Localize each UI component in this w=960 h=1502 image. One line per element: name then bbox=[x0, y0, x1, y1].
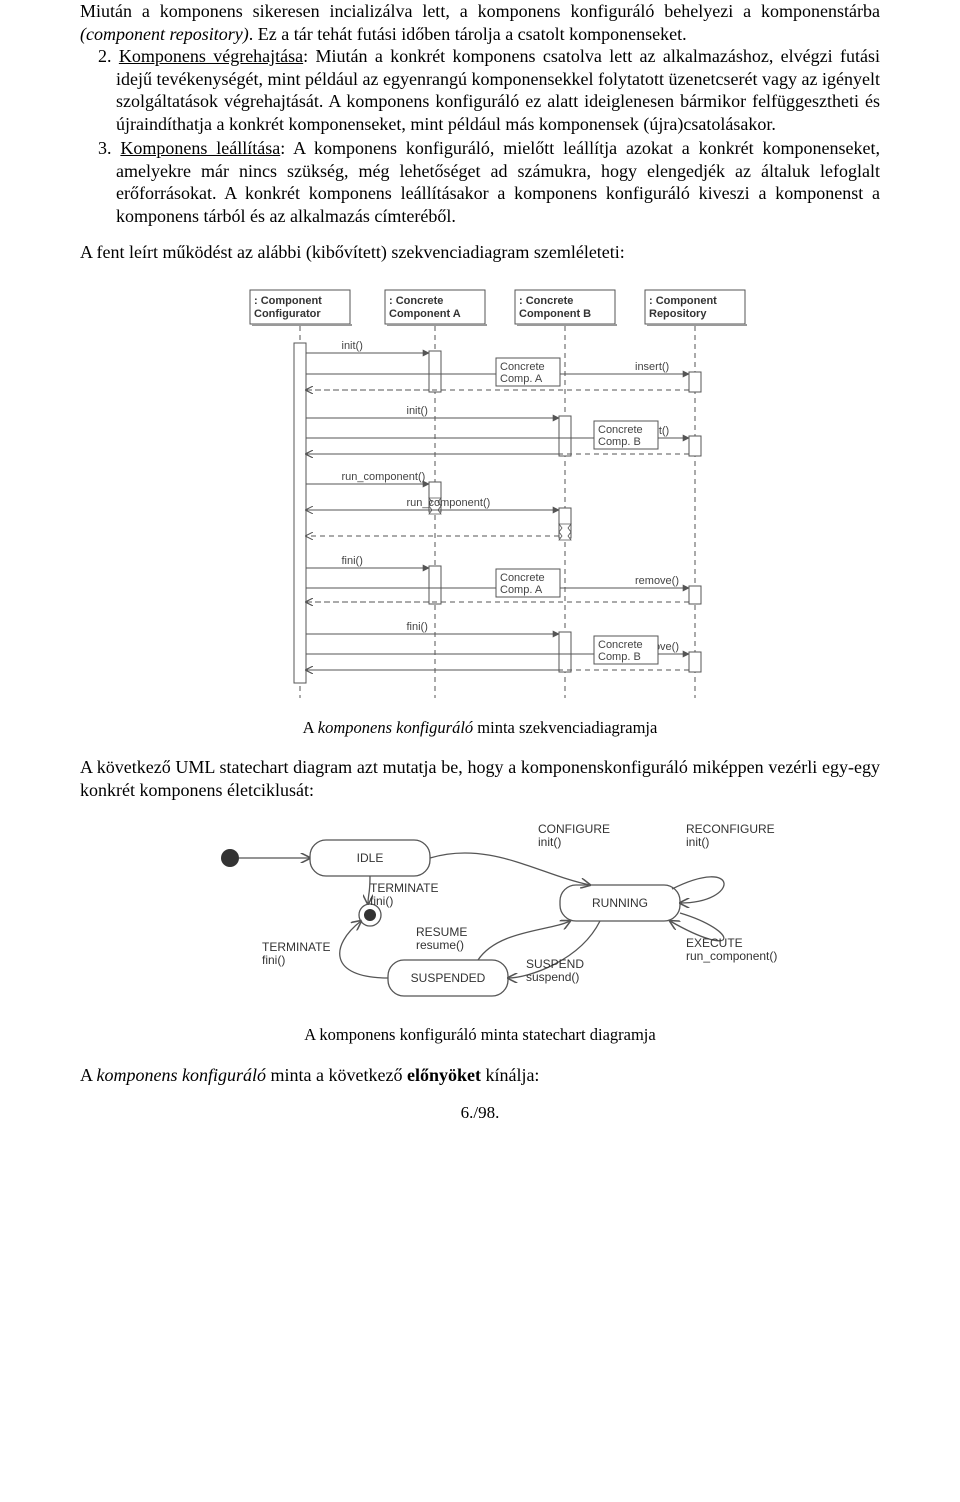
svg-text:insert(): insert() bbox=[635, 361, 669, 373]
closing-paragraph: A komponens konfiguráló minta a következ… bbox=[80, 1064, 880, 1087]
svg-text:Concrete: Concrete bbox=[500, 361, 545, 373]
statechart-caption: A komponens konfiguráló minta statechart… bbox=[80, 1025, 880, 1046]
intro-italic: (component repository) bbox=[80, 24, 249, 44]
svg-text:run_component(): run_component() bbox=[342, 471, 426, 483]
svg-text:SUSPENDED: SUSPENDED bbox=[411, 971, 486, 985]
list-item: 2. Komponens végrehajtása: Miután a konk… bbox=[80, 45, 880, 135]
svg-text:init(): init() bbox=[538, 835, 561, 849]
sequence-diagram-figure: : Component Configurator : Concrete Comp… bbox=[80, 278, 880, 708]
svg-text:init(): init() bbox=[407, 405, 428, 417]
closing-mid: minta a következő bbox=[266, 1065, 407, 1085]
svg-text:Component B: Component B bbox=[519, 308, 591, 320]
seq-cap-post: minta szekvenciadiagramja bbox=[473, 718, 657, 737]
svg-text:RECONFIGURE: RECONFIGURE bbox=[686, 822, 775, 836]
closing-pre: A bbox=[80, 1065, 97, 1085]
svg-text:fini(): fini() bbox=[342, 555, 363, 567]
svg-text:fini(): fini() bbox=[370, 894, 393, 908]
svg-text:init(): init() bbox=[686, 835, 709, 849]
svg-text:RUNNING: RUNNING bbox=[592, 896, 648, 910]
svg-text:TERMINATE: TERMINATE bbox=[370, 881, 438, 895]
svg-text:Repository: Repository bbox=[649, 308, 707, 320]
closing-italic: komponens konfiguráló bbox=[97, 1065, 266, 1085]
svg-text:remove(): remove() bbox=[635, 575, 679, 587]
seq-cap-italic: komponens konfiguráló bbox=[318, 718, 473, 737]
svg-text:Concrete: Concrete bbox=[500, 572, 545, 584]
svg-text:run_component(): run_component() bbox=[407, 497, 491, 509]
svg-text:Configurator: Configurator bbox=[254, 308, 321, 320]
numbered-list: 2. Komponens végrehajtása: Miután a konk… bbox=[80, 45, 880, 227]
svg-text:Concrete: Concrete bbox=[598, 424, 643, 436]
svg-text:: Concrete: : Concrete bbox=[389, 295, 443, 307]
svg-text:: Component: : Component bbox=[649, 295, 717, 307]
svg-text:resume(): resume() bbox=[416, 938, 464, 952]
statechart-figure: IDLERUNNINGSUSPENDEDCONFIGUREinit()RECON… bbox=[80, 815, 880, 1015]
svg-text:Comp. A: Comp. A bbox=[500, 373, 543, 385]
svg-text:: Component: : Component bbox=[254, 295, 322, 307]
intro-paragraph: Miután a komponens sikeresen incializálv… bbox=[80, 0, 880, 45]
svg-text:Component A: Component A bbox=[389, 308, 461, 320]
svg-text:fini(): fini() bbox=[407, 621, 428, 633]
seq-cap-pre: A bbox=[303, 718, 318, 737]
svg-text:TERMINATE: TERMINATE bbox=[262, 940, 330, 954]
page-number: 6./98. bbox=[80, 1102, 880, 1123]
svg-text:fini(): fini() bbox=[262, 953, 285, 967]
svg-text:suspend(): suspend() bbox=[526, 970, 579, 984]
svg-text:Comp. B: Comp. B bbox=[598, 651, 641, 663]
sequence-intro: A fent leírt működést az alábbi (kibővít… bbox=[80, 241, 880, 264]
svg-text:SUSPEND: SUSPEND bbox=[526, 957, 584, 971]
statechart-diagram: IDLERUNNINGSUSPENDEDCONFIGUREinit()RECON… bbox=[170, 815, 790, 1015]
svg-text:init(): init() bbox=[342, 340, 363, 352]
svg-text:Comp. A: Comp. A bbox=[500, 584, 543, 596]
svg-text:CONFIGURE: CONFIGURE bbox=[538, 822, 610, 836]
intro-post: . Ez a tár tehát futási időben tárolja a… bbox=[249, 24, 687, 44]
svg-text:Comp. B: Comp. B bbox=[598, 436, 641, 448]
svg-text:RESUME: RESUME bbox=[416, 925, 467, 939]
list-item: 3. Komponens leállítása: A komponens kon… bbox=[80, 137, 880, 227]
sequence-caption: A komponens konfiguráló minta szekvencia… bbox=[80, 718, 880, 739]
svg-text:: Concrete: : Concrete bbox=[519, 295, 573, 307]
svg-text:EXECUTE: EXECUTE bbox=[686, 936, 743, 950]
intro-pre: Miután a komponens sikeresen incializálv… bbox=[80, 1, 880, 21]
statechart-intro: A következő UML statechart diagram azt m… bbox=[80, 756, 880, 801]
sequence-diagram: : Component Configurator : Concrete Comp… bbox=[200, 278, 760, 708]
svg-text:run_component(): run_component() bbox=[686, 949, 777, 963]
closing-bold: előnyöket bbox=[407, 1065, 481, 1085]
svg-text:Concrete: Concrete bbox=[598, 639, 643, 651]
closing-post: kínálja: bbox=[481, 1065, 539, 1085]
svg-text:IDLE: IDLE bbox=[357, 851, 384, 865]
